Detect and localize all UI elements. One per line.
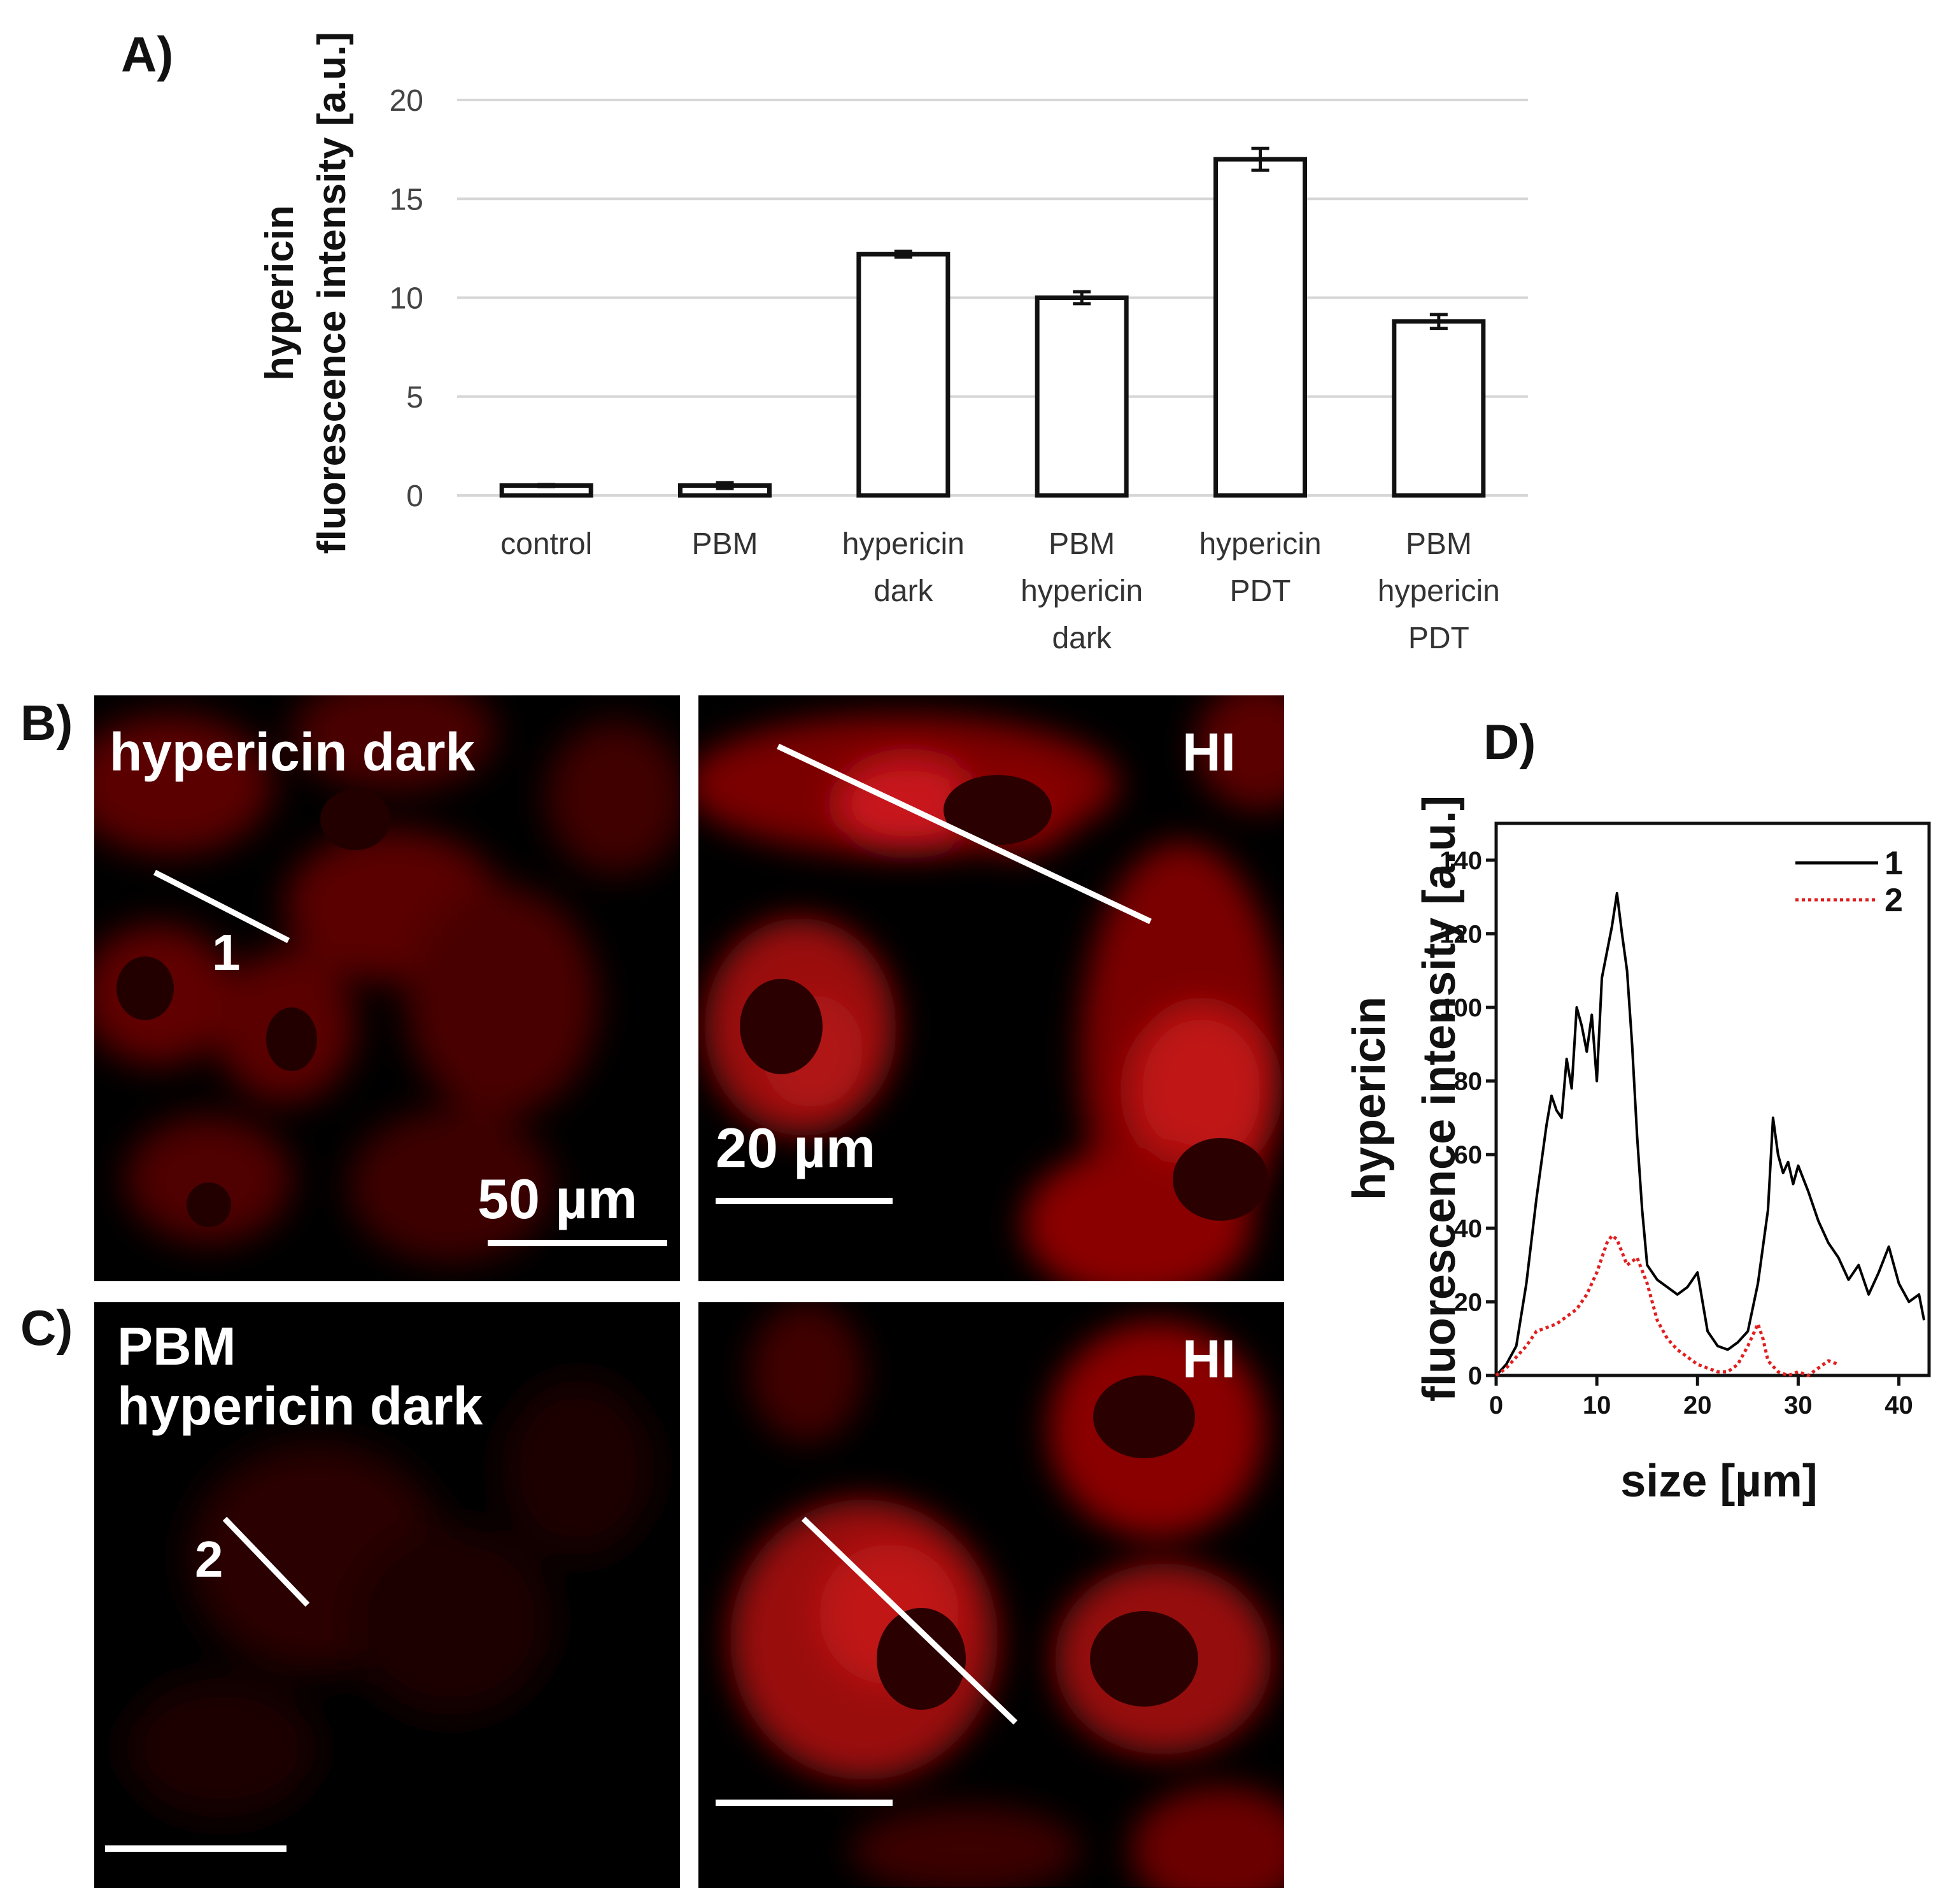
x-axis-label: size [µm] — [1620, 1456, 1818, 1507]
micrograph-hypericin-dark: hypericin dark 1 50 µm — [94, 695, 680, 1281]
panel-b-label: B) — [20, 695, 73, 751]
x-tick-label: hypericin — [1021, 574, 1143, 608]
x-tick-label: control — [500, 527, 592, 561]
micrograph-pbm-hypericin-dark: PBM hypericin dark 2 — [94, 1302, 680, 1888]
cell-fluorescence — [730, 1302, 1284, 1888]
profile-line — [777, 743, 1152, 925]
y-axis-label-line: hypericin — [258, 205, 302, 381]
y-axis-label: hypericin fluorescence intensity [a.u.] — [1344, 795, 1465, 1402]
cell-fluorescence — [94, 695, 680, 1262]
micrograph-label: PBM hypericin dark — [117, 1316, 483, 1437]
bar — [1213, 157, 1307, 498]
x-tick-label: PBM — [1049, 527, 1115, 561]
bar — [1392, 319, 1486, 498]
profile-line-1 — [153, 869, 290, 944]
y-tick-label: 20 — [390, 84, 423, 118]
micrograph-label: HI — [1182, 1329, 1236, 1389]
x-tick-label: PBM — [1406, 527, 1472, 561]
scalebar-label: 20 µm — [716, 1116, 876, 1179]
y-axis-label-line: fluorescence intensity [a.u.] — [310, 32, 354, 554]
y-tick-label: 100 — [1439, 994, 1482, 1022]
x-tick-label: 30 — [1784, 1391, 1813, 1419]
y-tick-label: 40 — [1454, 1215, 1483, 1243]
y-tick-label: 20 — [1454, 1288, 1483, 1316]
y-tick-label: 5 — [406, 381, 423, 415]
x-tick-label: hypericin — [1199, 527, 1321, 561]
x-tick-label: dark — [1052, 622, 1112, 655]
nuclei — [877, 1375, 1198, 1710]
profile-line-number: 2 — [195, 1531, 223, 1588]
y-tick-label: 0 — [406, 480, 423, 513]
profile-line — [801, 1516, 1018, 1725]
micrograph-label: HI — [1182, 722, 1236, 782]
x-tick-label: 0 — [1489, 1391, 1503, 1419]
x-tick-label: hypericin — [1378, 574, 1500, 608]
y-tick-label: 140 — [1439, 847, 1482, 875]
profile-line-2 — [222, 1516, 310, 1607]
y-tick-label: 10 — [390, 282, 423, 316]
y-axis-label-line: fluorescence intensity [a.u.] — [1414, 795, 1465, 1402]
plot-frame — [1494, 821, 1931, 1377]
micrograph-hi-b: HI 20 µm — [698, 695, 1284, 1281]
x-tick-label: PDT — [1230, 574, 1291, 608]
panel-c-label: C) — [20, 1300, 73, 1356]
legend-label: 2 — [1885, 882, 1903, 919]
micrograph-label: hypericin dark — [110, 722, 476, 782]
bar — [1035, 295, 1129, 498]
y-tick-label: 15 — [390, 183, 423, 217]
series-line-1 — [1495, 892, 1926, 1377]
x-tick-label: dark — [873, 574, 933, 608]
y-axis-label-line: hypericin — [1344, 997, 1395, 1200]
y-tick-label: 120 — [1439, 920, 1482, 948]
x-tick-label: hypericin — [842, 527, 965, 561]
panel-a-label: A) — [121, 26, 174, 82]
x-tick-label: 10 — [1583, 1391, 1611, 1419]
bar — [856, 252, 951, 498]
nuclei — [117, 789, 390, 1227]
y-tick-label: 60 — [1454, 1141, 1483, 1169]
y-tick-label: 80 — [1454, 1068, 1483, 1096]
y-axis-label: hypericin fluorescence intensity [a.u.] — [258, 32, 354, 554]
panel-d-label: D) — [1483, 714, 1536, 770]
legend-label: 1 — [1885, 845, 1903, 882]
micrograph-hi-c: HI — [698, 1302, 1284, 1888]
x-tick-label: PDT — [1408, 622, 1469, 655]
x-tick-label: 40 — [1885, 1391, 1913, 1419]
cell-fluorescence — [126, 1379, 654, 1818]
x-tick-label: PBM — [691, 527, 758, 561]
profile-line-number: 1 — [212, 924, 241, 981]
scalebar-label: 50 µm — [477, 1167, 638, 1230]
x-tick-label: 20 — [1683, 1391, 1712, 1419]
series-line-2 — [1495, 1233, 1839, 1377]
nuclei — [740, 775, 1268, 1221]
y-tick-label: 0 — [1468, 1362, 1482, 1390]
line-chart-d: 0 20 40 60 80 100 120 140 0 10 20 30 40 size [µm] hype… — [1344, 795, 1931, 1507]
